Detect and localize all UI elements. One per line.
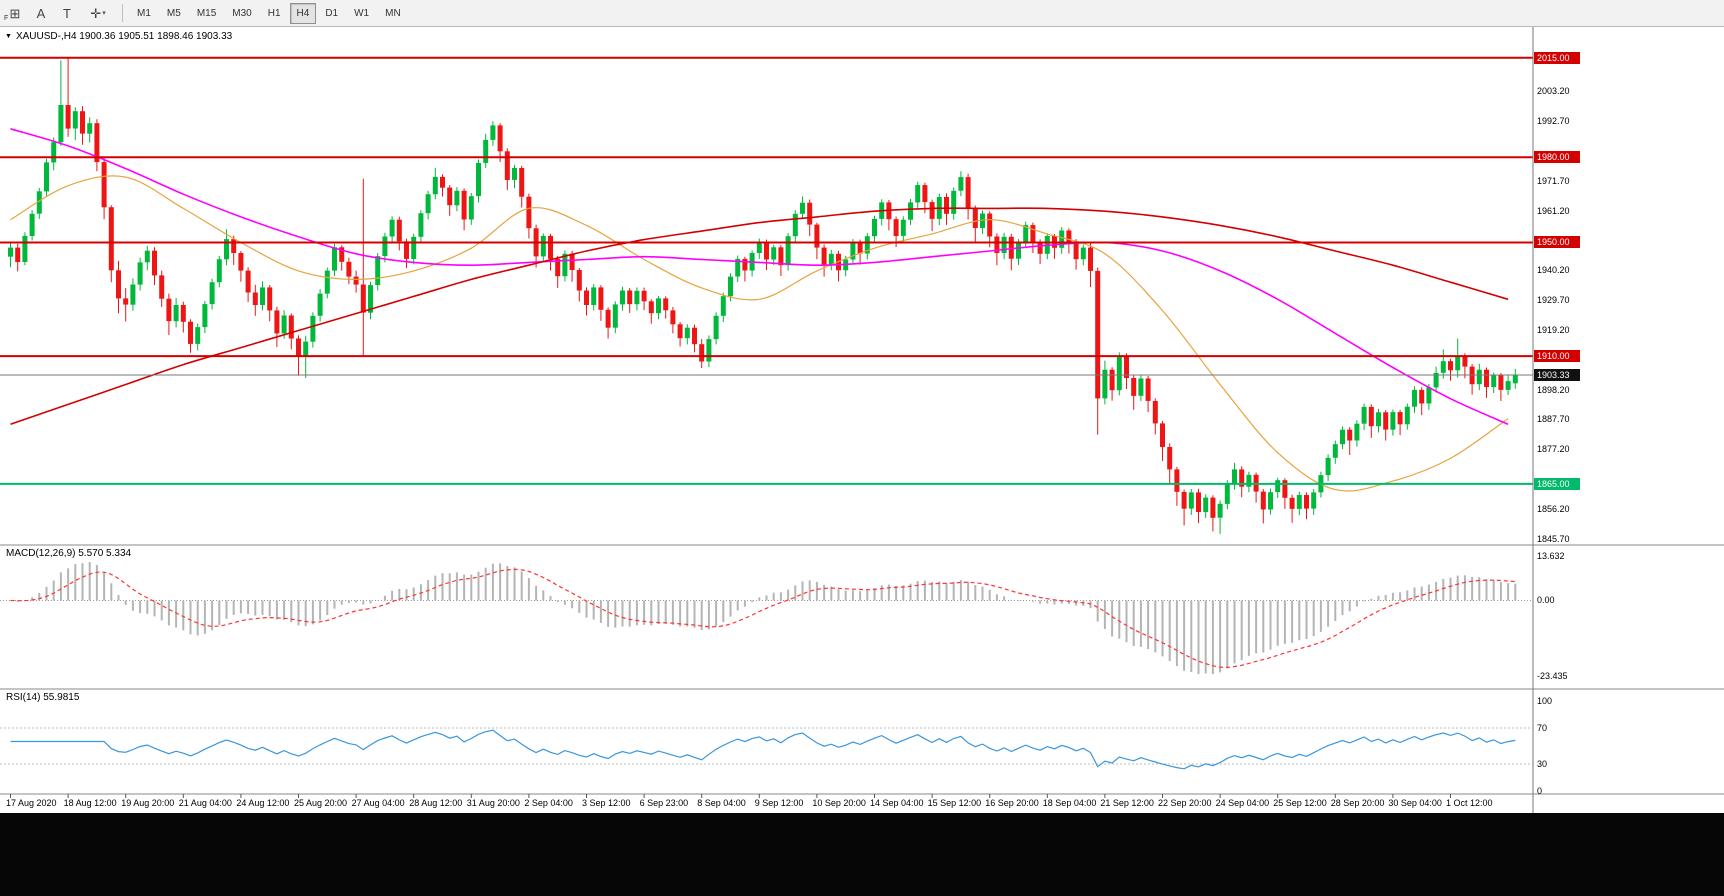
- timeframe-m1-button[interactable]: M1: [137, 7, 151, 19]
- candles-layer: [8, 57, 1518, 534]
- rsi-indicator-label: RSI(14) 55.9815: [6, 692, 80, 703]
- letter-t-icon: T: [63, 5, 71, 21]
- chart-grid-button[interactable]: ⊞: [3, 2, 27, 25]
- macd-indicator-label: MACD(12,26,9) 5.570 5.334: [6, 548, 132, 559]
- chart-ohlc-header: ▼ XAUUSD-,H4 1900.36 1905.51 1898.46 190…: [5, 31, 232, 42]
- macd-layer: [0, 562, 1533, 675]
- letter-a-icon: A: [36, 5, 46, 21]
- timeframe-h4-button[interactable]: H4: [289, 2, 317, 24]
- window-bottom-padding: [0, 813, 1724, 896]
- crosshair-button[interactable]: ✛ ▾: [81, 2, 115, 25]
- chart-grid-icon: ⊞: [9, 5, 21, 21]
- timeframe-w1-button[interactable]: W1: [354, 7, 370, 19]
- level-lines-layer[interactable]: [0, 56, 1533, 485]
- collapse-triangle-icon: ▼: [5, 33, 12, 40]
- panel-frame: [0, 27, 1724, 813]
- chart-title-text: XAUUSD-,H4 1900.36 1905.51 1898.46 1903.…: [15, 31, 233, 42]
- timeframe-m15-button[interactable]: M15: [196, 7, 217, 19]
- timeframe-d1-button[interactable]: D1: [325, 7, 339, 19]
- ma-overlays-layer: [10, 128, 1509, 492]
- crosshair-icon: ✛: [90, 5, 102, 21]
- text-tool-button[interactable]: T: [55, 2, 79, 25]
- timeframe-m30-button[interactable]: M30: [232, 7, 252, 19]
- rsi-layer: [0, 727, 1533, 770]
- chevron-down-icon: ▾: [102, 10, 106, 17]
- f-key-hint: F: [4, 15, 9, 22]
- timeframe-h1-button[interactable]: H1: [267, 7, 281, 19]
- timeframe-m5-button[interactable]: M5: [166, 7, 181, 19]
- toolbar: ⊞ A T ✛ ▾ M1 M5 M15 M30 H1 H4 D1 W1 MN: [0, 0, 1724, 27]
- timeframe-mn-button[interactable]: MN: [385, 7, 401, 19]
- annotate-a-button[interactable]: A: [29, 2, 53, 25]
- toolbar-separator: [122, 4, 123, 22]
